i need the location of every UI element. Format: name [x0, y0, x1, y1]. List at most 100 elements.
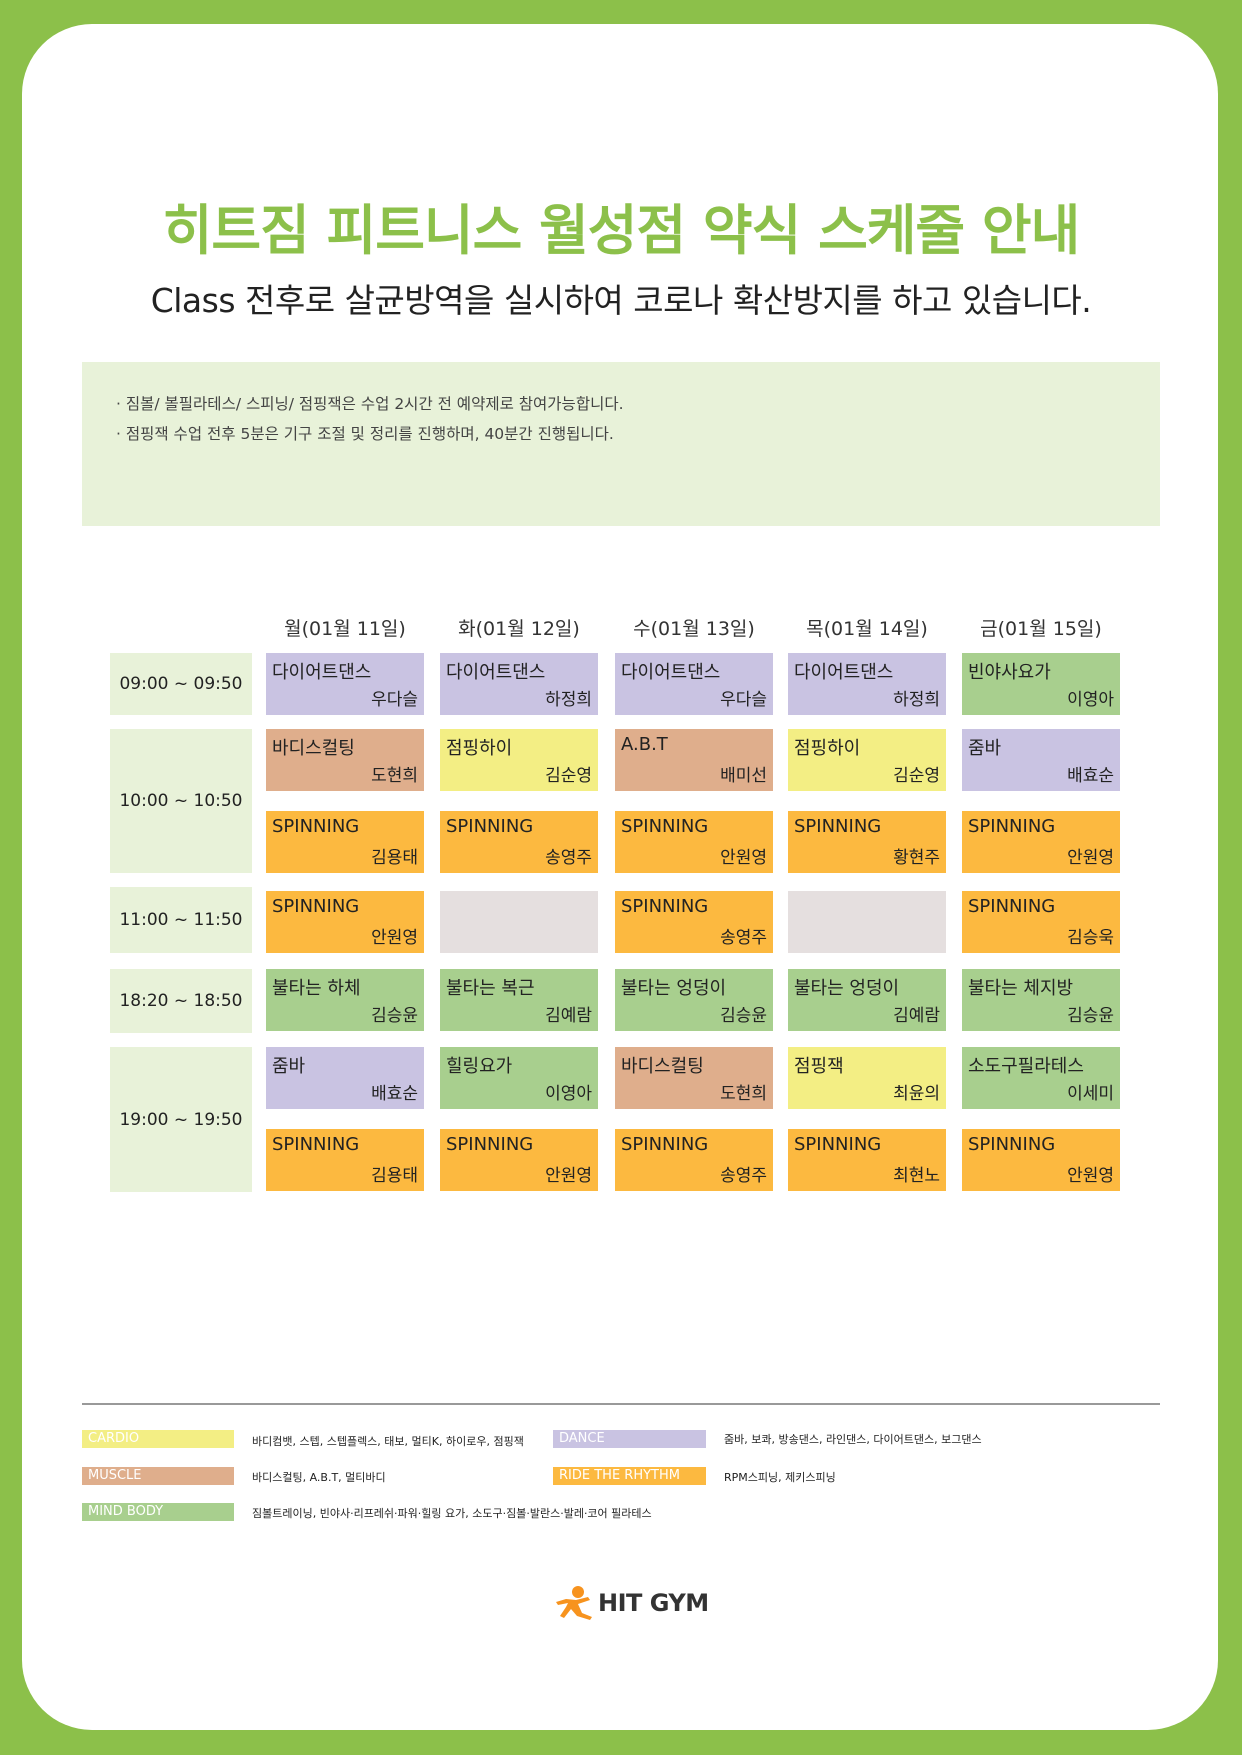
class-cell: A.B.T 배미선: [615, 729, 773, 791]
instructor-name: 안원영: [371, 928, 418, 948]
legend-desc: 줌바, 보콰, 방송댄스, 라인댄스, 다이어트댄스, 보그댄스: [724, 1433, 982, 1446]
class-cell: 힐링요가 이영아: [440, 1047, 598, 1109]
class-name: SPINNING: [794, 1134, 882, 1155]
class-name: 불타는 하체: [272, 978, 361, 999]
class-name: 다이어트댄스: [794, 662, 894, 683]
class-cell: 바디스컬팅 도현희: [266, 729, 424, 791]
class-name: SPINNING: [272, 896, 360, 917]
class-name: SPINNING: [968, 1134, 1056, 1155]
instructor-name: 안원영: [1067, 1166, 1114, 1186]
instructor-name: 김용태: [371, 848, 418, 868]
class-name: 다이어트댄스: [446, 662, 546, 683]
class-cell: SPINNING 안원영: [266, 891, 424, 953]
instructor-name: 김승욱: [1067, 928, 1114, 948]
class-name: 힐링요가: [446, 1056, 513, 1077]
class-name: 소도구필라테스: [968, 1056, 1084, 1077]
class-name: SPINNING: [446, 1134, 534, 1155]
legend-desc: 바디컴뱃, 스텝, 스텝플렉스, 태보, 멀티K, 하이로우, 점핑잭: [252, 1435, 524, 1448]
notice-line: · 짐볼/ 볼필라테스/ 스피닝/ 점핑잭은 수업 2시간 전 예약제로 참여가…: [116, 395, 624, 413]
instructor-name: 최윤의: [893, 1084, 940, 1104]
class-cell: SPINNING 안원영: [962, 811, 1120, 873]
instructor-name: 김용태: [371, 1166, 418, 1186]
empty-class-cell: [440, 891, 598, 953]
brand-name: HIT GYM: [598, 1589, 709, 1617]
class-cell: SPINNING 송영주: [615, 1129, 773, 1191]
instructor-name: 황현주: [893, 848, 940, 868]
day-header: 목(01월 14일): [806, 618, 928, 640]
class-cell: 불타는 체지방 김승윤: [962, 969, 1120, 1031]
day-header: 월(01월 11일): [284, 618, 406, 640]
instructor-name: 김예람: [893, 1006, 940, 1026]
instructor-name: 최현노: [893, 1166, 940, 1186]
legend-desc: 짐볼트레이닝, 빈야사·리프레쉬·파워·힐링 요가, 소도구·짐볼·발란스·발레…: [252, 1507, 652, 1520]
class-name: 줌바: [272, 1056, 306, 1077]
class-name: SPINNING: [621, 896, 709, 917]
instructor-name: 우다슬: [720, 690, 767, 710]
page-title: 히트짐 피트니스 월성점 약식 스케줄 안내: [162, 199, 1081, 262]
instructor-name: 송영주: [545, 848, 592, 868]
instructor-name: 이영아: [1067, 690, 1114, 710]
instructor-name: 김승윤: [720, 1006, 767, 1026]
class-cell: 불타는 하체 김승윤: [266, 969, 424, 1031]
class-name: 불타는 엉덩이: [794, 978, 900, 999]
class-name: 불타는 엉덩이: [621, 978, 727, 999]
empty-class-cell: [788, 891, 946, 953]
instructor-name: 안원영: [545, 1166, 592, 1186]
legend-desc: 바디스컬팅, A.B.T, 멀티바디: [252, 1471, 386, 1484]
legend-tag-muscle: MUSCLE: [82, 1467, 234, 1485]
class-cell: SPINNING 최현노: [788, 1129, 946, 1191]
day-header: 수(01월 13일): [633, 618, 755, 640]
class-cell: 불타는 복근 김예람: [440, 969, 598, 1031]
class-cell: SPINNING 안원영: [615, 811, 773, 873]
time-slot: 19:00 ~ 19:50: [110, 1047, 252, 1192]
class-name: 다이어트댄스: [621, 662, 721, 683]
class-cell: SPINNING 김용태: [266, 1129, 424, 1191]
class-cell: 점핑하이 김순영: [440, 729, 598, 791]
class-cell: SPINNING 김승욱: [962, 891, 1120, 953]
instructor-name: 하정희: [545, 690, 592, 710]
legend-divider: [82, 1403, 1160, 1405]
class-cell: 빈야사요가 이영아: [962, 653, 1120, 715]
instructor-name: 김예람: [545, 1006, 592, 1026]
class-name: 점핑잭: [794, 1056, 844, 1077]
notice-line: · 점핑잭 수업 전후 5분은 기구 조절 및 정리를 진행하며, 40분간 진…: [116, 425, 614, 443]
legend-tag-cardio: CARDIO: [82, 1430, 234, 1448]
instructor-name: 안원영: [1067, 848, 1114, 868]
time-slot: 09:00 ~ 09:50: [110, 653, 252, 715]
class-cell: SPINNING 송영주: [440, 811, 598, 873]
legend-tag-ride: RIDE THE RHYTHM: [553, 1467, 706, 1485]
instructor-name: 김승윤: [1067, 1006, 1114, 1026]
class-cell: SPINNING 안원영: [962, 1129, 1120, 1191]
instructor-name: 배미선: [720, 766, 767, 786]
page-subtitle: Class 전후로 살균방역을 실시하여 코로나 확산방지를 하고 있습니다.: [150, 281, 1092, 320]
instructor-name: 우다슬: [371, 690, 418, 710]
instructor-name: 김순영: [893, 766, 940, 786]
instructor-name: 배효순: [1067, 766, 1114, 786]
day-header: 금(01월 15일): [980, 618, 1102, 640]
instructor-name: 김순영: [545, 766, 592, 786]
instructor-name: 배효순: [371, 1084, 418, 1104]
time-slot: 11:00 ~ 11:50: [110, 887, 252, 953]
class-cell: 다이어트댄스 하정희: [788, 653, 946, 715]
class-name: 다이어트댄스: [272, 662, 372, 683]
class-name: SPINNING: [621, 1134, 709, 1155]
class-cell: 점핑하이 김순영: [788, 729, 946, 791]
class-name: SPINNING: [968, 816, 1056, 837]
instructor-name: 이세미: [1067, 1084, 1114, 1104]
legend-tag-dance: DANCE: [553, 1430, 706, 1448]
instructor-name: 도현희: [720, 1084, 767, 1104]
class-cell: SPINNING 김용태: [266, 811, 424, 873]
class-name: SPINNING: [272, 816, 360, 837]
class-name: SPINNING: [794, 816, 882, 837]
brand-logo: HIT GYM: [552, 1585, 709, 1621]
class-name: 줌바: [968, 738, 1002, 759]
class-cell: 바디스컬팅 도현희: [615, 1047, 773, 1109]
